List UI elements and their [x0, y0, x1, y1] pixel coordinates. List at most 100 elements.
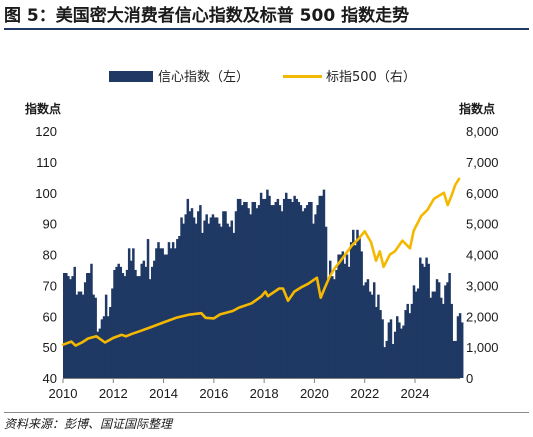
bar — [301, 211, 305, 378]
x-tick-label: 2024 — [401, 386, 430, 401]
bar — [291, 202, 294, 378]
bar — [79, 291, 83, 378]
bar — [81, 294, 85, 378]
bar — [65, 273, 68, 378]
bar — [429, 297, 433, 378]
bar — [234, 211, 238, 378]
bar — [203, 220, 206, 378]
bar — [226, 223, 229, 379]
bar — [251, 202, 254, 378]
bar — [236, 198, 240, 378]
legend-label-line: 标指500（右） — [326, 70, 416, 85]
y-right-tick-label: 8,000 — [466, 124, 499, 139]
bar — [375, 306, 378, 378]
bar — [165, 254, 169, 378]
x-tick-label: 2018 — [250, 386, 279, 401]
bar — [100, 319, 104, 378]
bar — [127, 248, 131, 378]
bar — [199, 205, 202, 378]
y-left-tick-label: 110 — [36, 155, 57, 170]
bar — [442, 303, 445, 378]
bar — [310, 202, 313, 378]
bar — [178, 235, 181, 378]
bar — [270, 205, 273, 378]
bar — [150, 266, 154, 378]
bar — [207, 223, 210, 379]
bar — [423, 266, 426, 378]
bar — [278, 205, 282, 378]
bar — [303, 208, 307, 378]
bar — [261, 198, 265, 378]
bar — [63, 273, 66, 378]
bar — [431, 291, 435, 378]
bar — [163, 254, 167, 378]
y-right-tick-label: 7,000 — [466, 155, 499, 170]
bar — [106, 316, 110, 378]
bar — [396, 316, 399, 378]
bar — [94, 297, 97, 378]
bar — [379, 310, 382, 378]
bar — [228, 226, 231, 378]
bar — [142, 260, 146, 378]
bar — [356, 229, 359, 378]
bar — [159, 248, 162, 378]
bar — [404, 310, 407, 378]
bar — [421, 263, 424, 378]
bar — [345, 254, 349, 378]
bar — [201, 232, 204, 378]
bar — [138, 276, 141, 378]
bar — [268, 195, 271, 378]
bar — [433, 291, 437, 378]
bar — [69, 279, 72, 378]
bar — [408, 313, 412, 378]
bar — [266, 189, 269, 378]
bar — [215, 217, 219, 378]
bar — [90, 263, 93, 378]
bar — [182, 223, 185, 379]
bar — [326, 279, 330, 378]
bar — [180, 217, 183, 378]
bar — [144, 266, 148, 378]
bar — [88, 273, 91, 378]
bar — [77, 291, 81, 378]
y-right-tick-label: 6,000 — [466, 186, 499, 201]
bar — [335, 269, 338, 378]
bar — [419, 257, 422, 378]
bar — [299, 205, 303, 378]
bar — [377, 294, 380, 378]
x-tick-label: 2012 — [99, 386, 128, 401]
bar — [205, 214, 208, 378]
bar — [222, 211, 225, 378]
bar — [446, 282, 449, 378]
bar — [249, 214, 252, 378]
bar — [412, 285, 416, 379]
bar — [391, 344, 395, 378]
bar — [305, 205, 309, 378]
y-left-tick-label: 90 — [43, 217, 57, 232]
bar — [414, 291, 418, 378]
bar — [454, 340, 458, 378]
bar — [349, 242, 353, 378]
y-right-ticks: 8,000 7,000 6,000 5,000 4,000 3,000 2,000 1,000… — [466, 124, 499, 386]
bar — [241, 205, 244, 378]
bar — [109, 306, 112, 378]
bar — [132, 248, 135, 378]
y-right-tick-label: 3,000 — [466, 278, 499, 293]
bar — [456, 316, 460, 378]
bar — [192, 217, 196, 378]
bar — [368, 291, 372, 378]
bar — [123, 276, 127, 378]
bar — [448, 273, 451, 378]
bar — [136, 276, 139, 378]
bar — [67, 276, 70, 378]
bars-group — [63, 189, 464, 379]
legend-label-bars: 信心指数（左） — [158, 70, 249, 85]
bar — [119, 266, 123, 378]
bar — [370, 294, 374, 378]
bar — [364, 282, 368, 378]
bar — [427, 263, 430, 378]
bar — [435, 279, 439, 378]
bar — [372, 282, 376, 378]
bar — [416, 288, 420, 378]
